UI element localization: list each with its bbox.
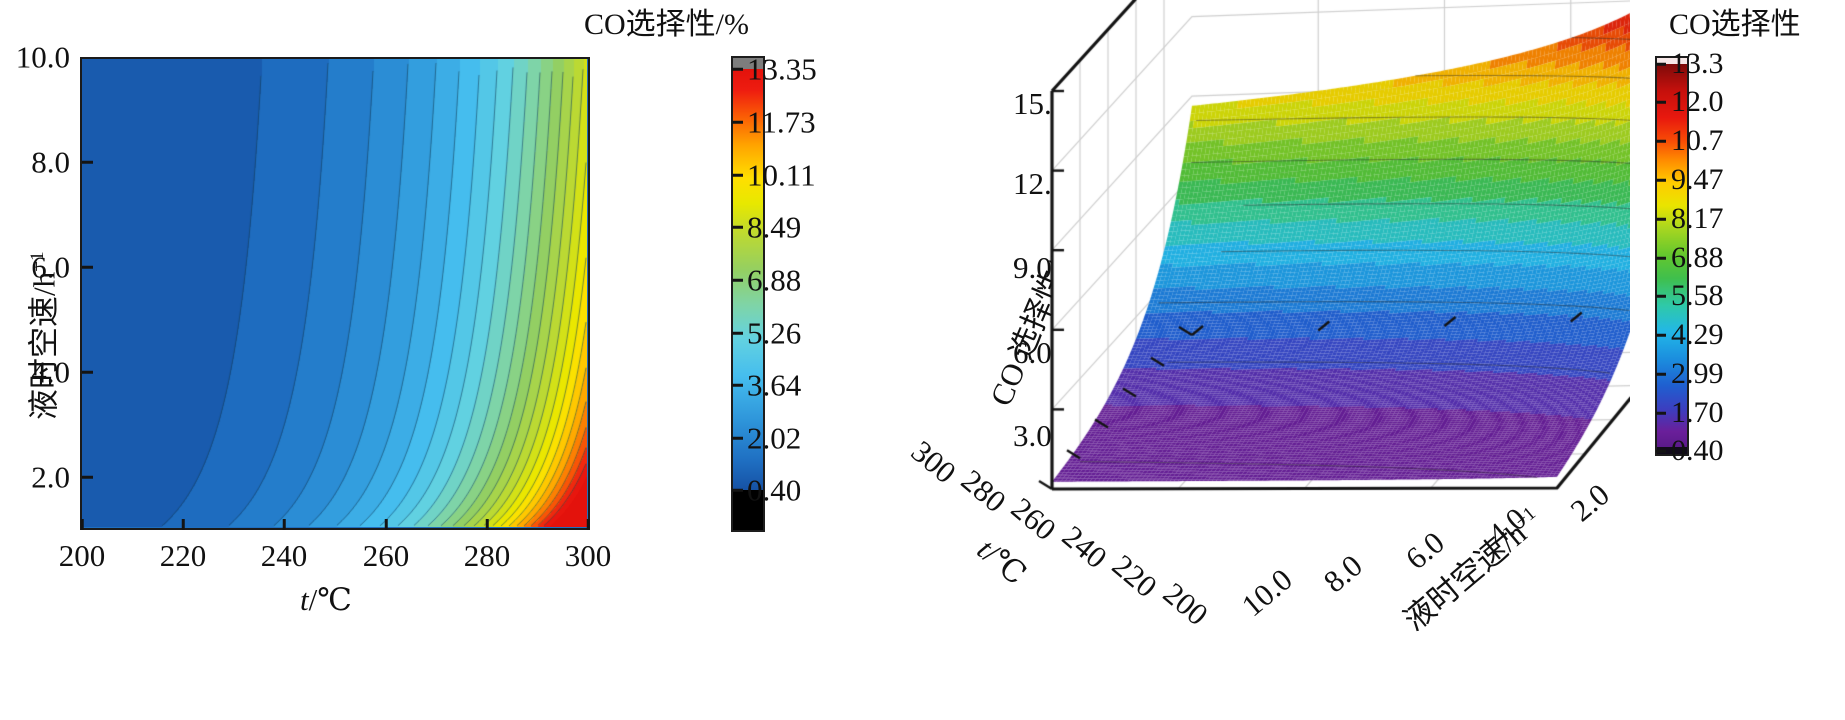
colorbar-tick-mark	[732, 436, 743, 440]
colorbar-tick-mark	[732, 331, 743, 335]
y-tick-mark	[82, 475, 93, 479]
colorbar-tick-label: 5.26	[747, 315, 802, 351]
colorbar-over-swatch	[733, 58, 763, 69]
right-colorbar-title: CO选择性	[1669, 8, 1801, 41]
x-tick-label: 300	[564, 538, 612, 573]
colorbar-tick-label: 9.47	[1671, 163, 1724, 196]
x-tick-label: 240	[260, 538, 308, 573]
y-tick-label: 8.0	[31, 144, 70, 180]
colorbar-tick-mark	[1656, 100, 1666, 104]
y-tick-mark	[82, 265, 93, 269]
colorbar-tick-label: 2.99	[1671, 357, 1724, 390]
colorbar-tick-mark	[1656, 139, 1666, 143]
x-tick-mark	[181, 519, 185, 530]
x-tick-label: 200	[58, 538, 106, 573]
colorbar-tick-label: 13.35	[747, 51, 817, 87]
y-tick-label: 6.0	[31, 249, 70, 285]
y-tick-label: 2.0	[31, 459, 70, 495]
y-tick-mark	[82, 160, 93, 164]
y-tick-mark	[82, 370, 93, 374]
colorbar-tick-label: 3.64	[747, 367, 802, 403]
x-tick-mark	[282, 519, 286, 530]
x-tick-mark	[80, 519, 84, 530]
x-tick-label: 280	[463, 538, 511, 573]
colorbar-tick-mark	[1656, 294, 1666, 298]
contour-plot-area	[80, 57, 590, 530]
colorbar-tick-label: 2.02	[747, 420, 802, 456]
x-tick-label: 260	[362, 538, 410, 573]
colorbar-gradient	[1657, 64, 1687, 447]
colorbar-tick-mark	[1656, 333, 1666, 337]
colorbar-tick-mark	[1656, 449, 1666, 453]
colorbar-tick-label: 1.70	[1671, 396, 1724, 429]
x-tick-label: 220	[159, 538, 207, 573]
colorbar-tick-mark	[732, 225, 743, 229]
colorbar-tick-label: 4.29	[1671, 318, 1724, 351]
colorbar-tick-label: 0.40	[747, 472, 802, 508]
colorbar-tick-label: 10.11	[747, 157, 816, 193]
colorbar-tick-mark	[732, 67, 743, 71]
colorbar-tick-label: 13.3	[1671, 47, 1724, 80]
y-tick-label: 4.0	[31, 354, 70, 390]
colorbar-over-swatch	[1657, 58, 1687, 64]
x-tick-mark	[384, 519, 388, 530]
colorbar-tick-mark	[1656, 62, 1666, 66]
colorbar-tick-mark	[732, 173, 743, 177]
colorbar-tick-label: 5.58	[1671, 279, 1724, 312]
colorbar-under-swatch	[733, 490, 763, 530]
colorbar-tick-label: 8.49	[747, 209, 802, 245]
colorbar-tick-mark	[732, 488, 743, 492]
colorbar-tick-label: 6.88	[1671, 241, 1724, 274]
colorbar-tick-mark	[732, 383, 743, 387]
colorbar-tick-label: 12.0	[1671, 85, 1724, 118]
colorbar-under-swatch	[1657, 447, 1687, 454]
left-colorbar-title: CO选择性/%	[584, 8, 749, 41]
left-x-axis-label: t/℃	[300, 582, 352, 617]
x-tick-mark	[586, 519, 590, 530]
colorbar-tick-label: 0.40	[1671, 434, 1724, 467]
colorbar-tick-mark	[1656, 217, 1666, 221]
colorbar-tick-mark	[1656, 256, 1666, 260]
colorbar-tick-label: 11.73	[747, 104, 816, 140]
surface-canvas	[840, 0, 1630, 720]
colorbar-tick-mark	[732, 120, 743, 124]
left-colorbar: 13.35 11.73 10.11 8.49 6.88 5.26 3.64 2.…	[731, 54, 817, 532]
colorbar-tick-mark	[1656, 372, 1666, 376]
colorbar-tick-label: 10.7	[1671, 124, 1724, 157]
colorbar-tick-mark	[732, 278, 743, 282]
contour-frame	[80, 57, 590, 530]
left-y-axis-label: 液时空速/h−1	[26, 251, 62, 420]
contour-canvas	[82, 59, 587, 527]
right-colorbar: 13.3 12.0 10.7 9.47 8.17 6.88 5.58 4.29 …	[1655, 47, 1724, 467]
y-tick-label: 10.0	[15, 39, 70, 75]
colorbar-tick-mark	[1656, 411, 1666, 415]
colorbar-tick-label: 6.88	[747, 262, 802, 298]
colorbar-tick-mark	[1656, 178, 1666, 182]
colorbar-tick-label: 8.17	[1671, 202, 1724, 235]
x-tick-mark	[485, 519, 489, 530]
